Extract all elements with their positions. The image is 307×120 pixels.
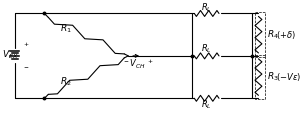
- Text: $R_L$: $R_L$: [201, 1, 212, 14]
- Text: $R_3$: $R_3$: [267, 71, 279, 83]
- Text: $(+\delta)$: $(+\delta)$: [276, 29, 296, 41]
- Text: $R_4$: $R_4$: [267, 28, 279, 41]
- Text: $(-V\varepsilon)$: $(-V\varepsilon)$: [276, 71, 301, 83]
- Text: $R_L$: $R_L$: [201, 43, 212, 55]
- Bar: [255, 55, 265, 99]
- Text: $R_1$: $R_1$: [60, 23, 72, 36]
- Text: $R_2$: $R_2$: [60, 75, 72, 88]
- Text: $_-$: $_-$: [22, 60, 29, 69]
- Text: $^+$: $^+$: [22, 42, 29, 51]
- Bar: [255, 12, 265, 57]
- Text: $V_{EX}$: $V_{EX}$: [2, 49, 19, 61]
- Text: $R_L$: $R_L$: [201, 99, 212, 111]
- Text: $^- V_{CH}\ ^+$: $^- V_{CH}\ ^+$: [122, 58, 154, 71]
